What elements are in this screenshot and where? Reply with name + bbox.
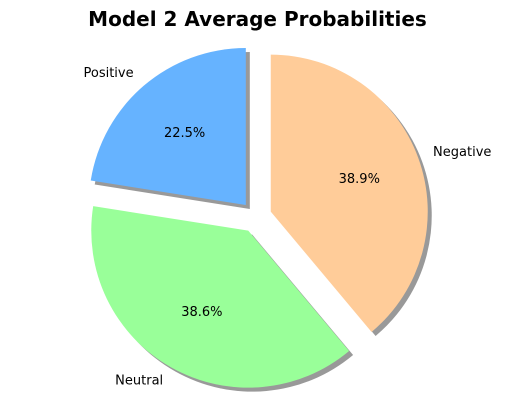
slice-pct-positive: 22.5% — [164, 126, 205, 141]
slice-label-positive: Positive — [84, 66, 134, 81]
slice-label-negative: Negative — [433, 145, 491, 160]
chart-title: Model 2 Average Probabilities — [88, 7, 427, 31]
slices — [91, 48, 428, 388]
slice-pct-negative: 38.9% — [339, 172, 380, 187]
slice-label-neutral: Neutral — [115, 373, 163, 388]
slice-pct-neutral: 38.6% — [181, 305, 222, 320]
